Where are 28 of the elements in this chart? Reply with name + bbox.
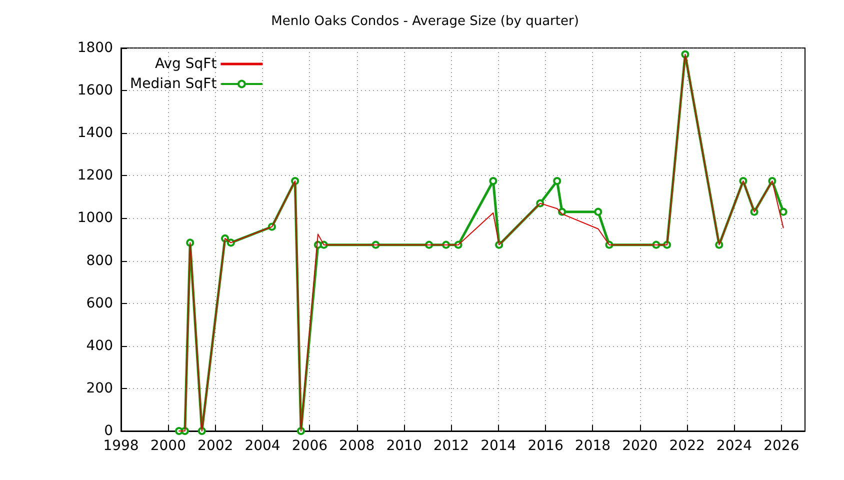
x-tick-label: 2008 bbox=[339, 438, 375, 454]
y-tick-label: 200 bbox=[86, 380, 113, 396]
x-tick-label: 2000 bbox=[150, 438, 186, 454]
legend-label: Median SqFt bbox=[130, 76, 218, 92]
x-tick-label: 1998 bbox=[103, 438, 139, 454]
y-tick-label: 400 bbox=[86, 338, 113, 354]
x-tick-label: 2024 bbox=[716, 438, 752, 454]
y-tick-label: 1800 bbox=[77, 40, 113, 56]
x-tick-label: 2026 bbox=[764, 438, 800, 454]
y-tick-label: 1200 bbox=[77, 168, 113, 184]
legend-label: Avg SqFt bbox=[154, 56, 218, 72]
x-tick-label: 2014 bbox=[480, 438, 516, 454]
x-tick-label: 2018 bbox=[574, 438, 611, 454]
y-tick-label: 0 bbox=[104, 423, 113, 439]
x-tick-label: 2004 bbox=[244, 438, 280, 454]
y-tick-label: 1000 bbox=[77, 210, 113, 226]
y-tick-label: 800 bbox=[86, 252, 113, 269]
y-tick-label: 1400 bbox=[77, 125, 113, 142]
x-tick-label: 2010 bbox=[386, 438, 422, 454]
chart-title: Menlo Oaks Condos - Average Size (by quarter) bbox=[271, 14, 579, 29]
x-tick-label: 2006 bbox=[292, 438, 328, 454]
x-tick-label: 2012 bbox=[433, 438, 470, 454]
y-tick-label: 600 bbox=[86, 295, 113, 312]
x-tick-label: 2016 bbox=[528, 438, 564, 454]
x-tick-label: 2020 bbox=[622, 438, 658, 454]
y-tick-label: 1600 bbox=[77, 82, 113, 99]
x-tick-label: 2022 bbox=[669, 438, 705, 454]
x-tick-label: 2002 bbox=[198, 438, 234, 454]
